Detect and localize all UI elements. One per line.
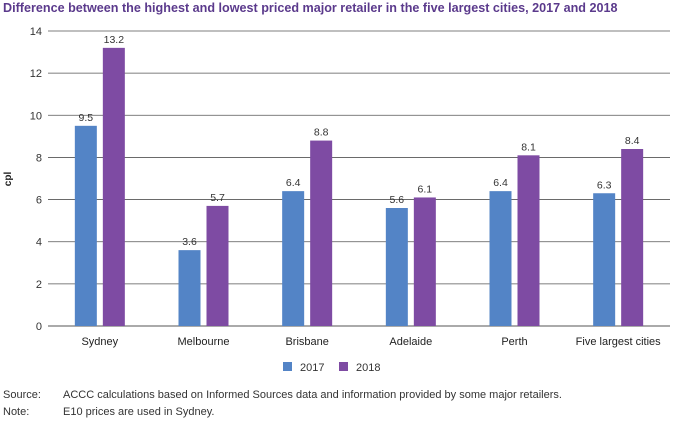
bar-2018 — [206, 205, 229, 326]
bar-2017 — [385, 208, 408, 326]
data-label: 6.1 — [418, 183, 433, 195]
y-tick-label: 0 — [36, 321, 42, 333]
data-label: 6.3 — [597, 179, 612, 191]
bars — [74, 47, 644, 326]
data-labels: 9.5 13.2 3.6 5.7 6.4 8.8 5.6 6.1 6.4 8.1 6.3 8.4 — [79, 34, 640, 248]
bar-2017 — [489, 191, 512, 326]
bar-2018 — [310, 140, 333, 326]
legend-label: 2018 — [356, 362, 380, 374]
data-label: 8.8 — [314, 127, 329, 139]
bar-2018 — [102, 47, 125, 326]
data-label: 6.4 — [286, 177, 301, 189]
y-tick-label: 14 — [30, 26, 42, 38]
x-tick-label: Sydney — [81, 336, 118, 348]
legend-swatch-2018 — [339, 362, 348, 371]
y-tick-label: 4 — [36, 237, 42, 249]
data-label: 6.4 — [493, 177, 508, 189]
data-label: 5.6 — [390, 194, 405, 206]
x-tick-label: Melbourne — [178, 336, 230, 348]
source-note: Source: ACCC calculations based on Infor… — [3, 387, 562, 404]
chart-title: Difference between the highest and lowes… — [3, 1, 618, 15]
data-label: 9.5 — [79, 112, 94, 124]
bar-2017 — [74, 125, 97, 326]
bar-2017 — [593, 193, 616, 326]
note-text: E10 prices are used in Sydney. — [63, 406, 215, 418]
gridlines — [48, 30, 670, 327]
legend-swatch-2017 — [283, 362, 292, 371]
bar-chart: 0 2 4 6 8 10 12 14 cpl 9.5 13.2 3.6 5.7 6.4 8.8 5.6 6.… — [3, 26, 670, 374]
bar-2018 — [413, 197, 436, 326]
bar-2017 — [282, 191, 305, 326]
bar-2017 — [178, 250, 201, 326]
y-axis-label: cpl — [3, 172, 14, 187]
data-label: 13.2 — [104, 34, 125, 46]
data-label: 5.7 — [210, 192, 225, 204]
note-row: Note: E10 prices are used in Sydney. — [3, 404, 562, 421]
data-label: 3.6 — [182, 236, 197, 248]
bar-2018 — [621, 149, 644, 326]
notes: Source: ACCC calculations based on Infor… — [3, 387, 562, 421]
x-tick-label: Brisbane — [285, 336, 328, 348]
x-tick-label: Perth — [501, 336, 527, 348]
y-tick-label: 6 — [36, 195, 42, 207]
x-axis-categories: Sydney Melbourne Brisbane Adelaide Perth Five… — [81, 336, 661, 348]
source-text: ACCC calculations based on Informed Sour… — [63, 389, 562, 401]
legend: 2017 2018 — [283, 362, 380, 374]
bar-2018 — [517, 155, 540, 326]
y-tick-label: 8 — [36, 152, 42, 164]
data-label: 8.1 — [521, 141, 536, 153]
x-tick-label: Five largest cities — [576, 336, 661, 348]
data-label: 8.4 — [625, 135, 640, 147]
source-key: Source: — [3, 389, 41, 401]
y-tick-label: 12 — [30, 68, 42, 80]
x-tick-label: Adelaide — [389, 336, 432, 348]
legend-label: 2017 — [300, 362, 324, 374]
note-key: Note: — [3, 406, 30, 418]
y-tick-label: 10 — [30, 110, 42, 122]
y-axis-ticks: 0 2 4 6 8 10 12 14 — [30, 26, 42, 333]
y-tick-label: 2 — [36, 279, 42, 291]
